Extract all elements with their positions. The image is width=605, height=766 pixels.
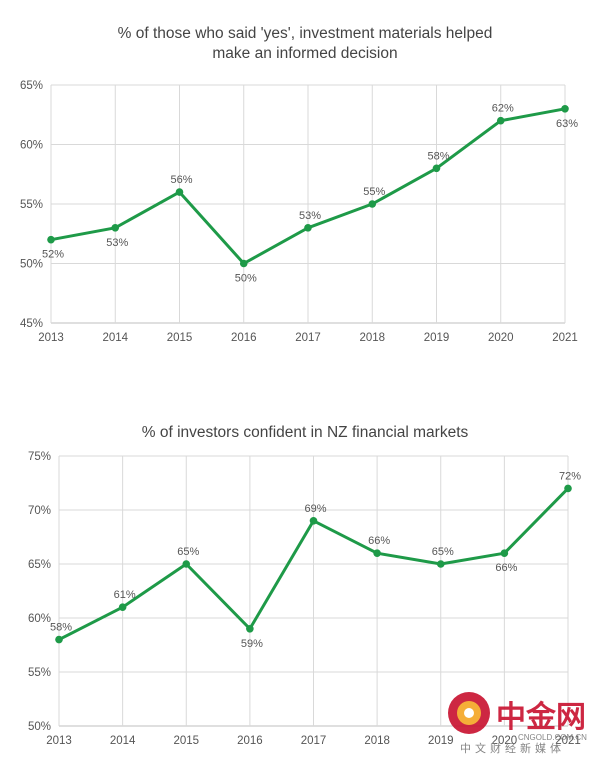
x-tick-label: 2017	[301, 735, 327, 747]
data-label: 58%	[427, 150, 449, 162]
y-tick-label: 50%	[28, 721, 51, 733]
data-label: 66%	[495, 562, 517, 574]
chart-1-title-line-2: make an informed decision	[212, 45, 397, 62]
x-tick-label: 2019	[428, 735, 454, 747]
x-tick-label: 2019	[424, 332, 450, 344]
data-label: 63%	[556, 118, 578, 130]
x-tick-label: 2020	[488, 332, 514, 344]
y-tick-label: 50%	[20, 259, 43, 271]
data-point	[564, 484, 572, 493]
data-label: 58%	[50, 622, 72, 634]
data-label: 62%	[492, 103, 514, 115]
data-label: 53%	[299, 210, 321, 222]
watermark-brand: 中金网	[496, 700, 586, 735]
chart-2-y-axis: 50% 55% 60% 65% 70% 75%	[28, 451, 51, 733]
watermark-url: CNGOLD.COM.CN	[518, 733, 587, 742]
y-tick-label: 55%	[28, 667, 51, 679]
chart-2-x-axis: 2013 2014 2015 2016 2017 2018 2019 2020 2021	[46, 735, 581, 747]
data-label: 56%	[170, 174, 192, 186]
data-point	[182, 560, 191, 568]
x-tick-label: 2015	[167, 332, 193, 344]
chart-1-x-axis: 2013 2014 2015 2016 2017 2018 2019 2020 2021	[38, 332, 578, 344]
data-label: 66%	[368, 535, 390, 547]
data-label: 50%	[235, 273, 257, 285]
chart-2-gridlines	[58, 455, 569, 727]
chart-2: % of investors confident in NZ financial…	[28, 424, 581, 747]
x-tick-label: 2018	[364, 735, 390, 747]
y-tick-label: 60%	[28, 613, 51, 625]
chart-1-title-line-1: % of those who said 'yes', investment ma…	[118, 25, 493, 42]
y-tick-label: 65%	[28, 559, 51, 571]
x-tick-label: 2015	[173, 735, 199, 747]
data-point	[368, 200, 377, 208]
data-label: 72%	[559, 470, 581, 482]
x-tick-label: 2014	[102, 332, 128, 344]
data-point	[47, 235, 55, 244]
data-point	[561, 105, 569, 113]
chart-1-y-axis: 45% 50% 55% 60% 65%	[20, 80, 43, 330]
data-label: 59%	[241, 638, 263, 650]
data-point	[436, 560, 445, 568]
x-tick-label: 2020	[492, 735, 518, 747]
data-label: 55%	[363, 186, 385, 198]
x-tick-label: 2018	[359, 332, 385, 344]
data-point	[118, 603, 127, 611]
x-tick-label: 2021	[555, 735, 581, 747]
data-point	[309, 517, 318, 525]
y-tick-label: 70%	[28, 505, 51, 517]
x-tick-label: 2021	[552, 332, 578, 344]
data-point	[373, 549, 381, 557]
data-point	[432, 164, 441, 173]
data-point	[239, 259, 248, 268]
chart-1: % of those who said 'yes', investment ma…	[20, 25, 578, 344]
x-tick-label: 2016	[237, 735, 263, 747]
chart-2-series: 58% 61% 65% 59% 69% 66% 65% 66% 72%	[50, 470, 581, 649]
data-point	[246, 625, 254, 633]
y-tick-label: 65%	[20, 80, 43, 92]
data-point	[496, 116, 505, 125]
data-label: 61%	[114, 589, 136, 601]
chart-1-series: 52% 53% 56% 50% 53% 55% 58% 62% 63%	[42, 103, 578, 285]
data-label: 69%	[304, 503, 326, 515]
y-tick-label: 75%	[28, 451, 51, 463]
data-point	[500, 549, 509, 557]
x-tick-label: 2014	[110, 735, 136, 747]
x-tick-label: 2016	[231, 332, 257, 344]
data-point	[175, 188, 184, 196]
watermark-logo-center-icon	[464, 708, 474, 718]
data-point	[111, 224, 120, 232]
data-label: 65%	[432, 546, 454, 558]
chart-2-title: % of investors confident in NZ financial…	[142, 424, 469, 441]
x-tick-label: 2017	[295, 332, 321, 344]
data-label: 53%	[106, 237, 128, 249]
data-label: 65%	[177, 546, 199, 558]
y-tick-label: 60%	[20, 140, 43, 152]
watermark: 中金网 CNGOLD.COM.CN 中文财经新媒体	[448, 692, 587, 755]
y-tick-label: 55%	[20, 199, 43, 211]
watermark-tagline: 中文财经新媒体	[460, 741, 565, 755]
x-tick-label: 2013	[38, 332, 64, 344]
x-tick-label: 2013	[46, 735, 72, 747]
data-label: 52%	[42, 249, 64, 261]
data-point	[55, 635, 63, 644]
data-point	[304, 224, 312, 232]
chart-1-gridlines	[50, 84, 566, 324]
y-tick-label: 45%	[20, 318, 43, 330]
